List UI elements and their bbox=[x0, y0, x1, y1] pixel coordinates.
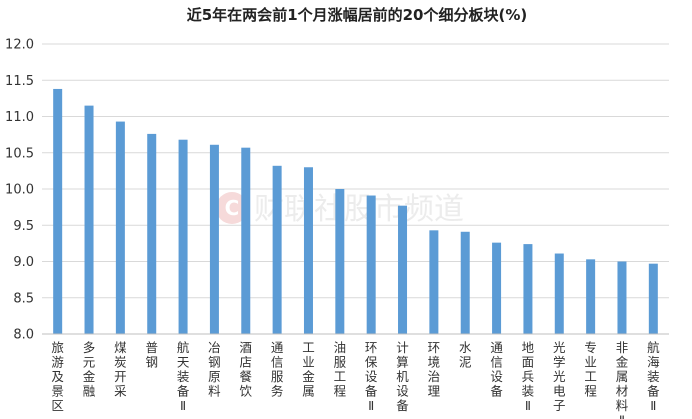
x-tick-label: 光学光电子 bbox=[553, 340, 566, 413]
bar bbox=[492, 242, 502, 334]
x-tick-label: 专业工程 bbox=[584, 340, 597, 399]
chart-title: 近5年在两会前1个月涨幅居前的20个细分板块(%) bbox=[187, 6, 528, 24]
x-tick-label: 冶钢原料 bbox=[208, 340, 221, 399]
x-tick-label: 非金属材料Ⅱ bbox=[616, 340, 629, 419]
x-tick-label: 旅游及景区 bbox=[51, 340, 64, 413]
bar bbox=[586, 259, 596, 334]
bar bbox=[241, 147, 251, 334]
bar bbox=[460, 231, 470, 334]
y-tick-label: 12.0 bbox=[5, 38, 34, 53]
bar bbox=[53, 88, 63, 334]
y-tick-label: 11.5 bbox=[5, 74, 34, 89]
bar bbox=[335, 189, 345, 334]
bar bbox=[303, 167, 313, 334]
bar bbox=[147, 133, 157, 334]
x-tick-label: 通信服务 bbox=[271, 340, 284, 399]
x-tick-label: 环境治理 bbox=[428, 340, 441, 399]
x-tick-label: 水泥 bbox=[459, 340, 472, 370]
bar bbox=[617, 261, 627, 334]
y-tick-label: 9.0 bbox=[13, 255, 34, 270]
bar bbox=[429, 230, 439, 334]
x-tick-label: 普钢 bbox=[145, 340, 158, 370]
y-tick-label: 9.5 bbox=[13, 219, 34, 234]
bar bbox=[209, 144, 219, 334]
x-tick-label: 环保设备 Ⅱ bbox=[365, 340, 378, 413]
y-tick-label: 8.0 bbox=[13, 328, 34, 343]
bar bbox=[84, 105, 94, 334]
bars bbox=[53, 88, 658, 334]
x-axis-labels: 旅游及景区 多元金融 煤炭开采 普钢 航天装备 Ⅱ 冶钢原料 酒店餐饮 通信服务 工业金属 油服工程… bbox=[51, 340, 660, 419]
x-tick-label: 航天装备 Ⅱ bbox=[177, 340, 190, 413]
x-tick-label: 油服工程 bbox=[334, 340, 347, 399]
bar bbox=[272, 165, 282, 334]
bar bbox=[178, 139, 188, 334]
watermark-text: 财联社股市频道 bbox=[254, 192, 464, 227]
x-tick-label: 工业金属 bbox=[302, 340, 315, 399]
x-tick-label: 煤炭开采 bbox=[114, 340, 127, 399]
cls-logo-letter: C bbox=[225, 196, 240, 220]
y-tick-label: 11.0 bbox=[5, 110, 34, 125]
bar bbox=[648, 263, 658, 334]
x-tick-label: 航海装备 Ⅱ bbox=[647, 340, 660, 413]
y-tick-label: 10.5 bbox=[5, 146, 34, 161]
y-axis-ticks: 8.0 8.5 9.0 9.5 10.0 10.5 11.0 11.5 12.0 bbox=[5, 38, 34, 343]
watermark: C 财联社股市频道 bbox=[216, 192, 464, 227]
bar bbox=[398, 205, 408, 334]
x-tick-label: 地面兵装 Ⅱ bbox=[522, 340, 535, 413]
x-tick-label: 计算机设备 bbox=[396, 340, 409, 413]
bar bbox=[115, 121, 125, 334]
bar bbox=[523, 244, 533, 334]
x-tick-label: 通信设备 bbox=[490, 340, 503, 399]
gridlines bbox=[42, 43, 669, 299]
x-tick-label: 多元金融 bbox=[83, 340, 96, 399]
x-tick-label: 酒店餐饮 bbox=[240, 340, 253, 399]
y-tick-label: 8.5 bbox=[13, 291, 34, 306]
bar bbox=[554, 253, 564, 334]
y-tick-label: 10.0 bbox=[5, 183, 34, 198]
cls-logo-icon bbox=[216, 192, 248, 224]
bar bbox=[366, 195, 376, 334]
